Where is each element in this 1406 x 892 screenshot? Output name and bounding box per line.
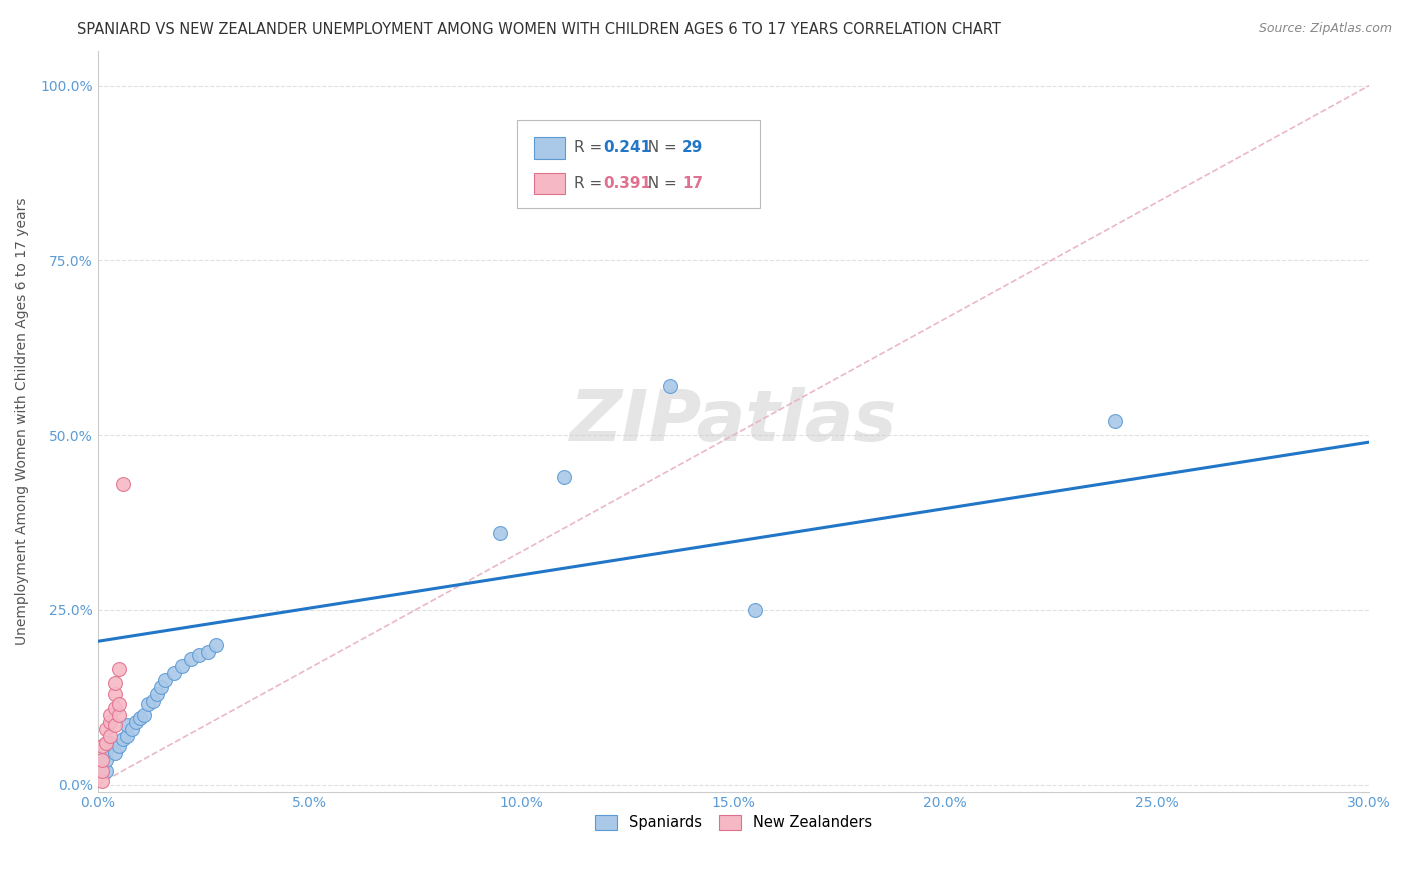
Point bbox=[150, 680, 173, 694]
Text: SPANIARD VS NEW ZEALANDER UNEMPLOYMENT AMONG WOMEN WITH CHILDREN AGES 6 TO 17 YE: SPANIARD VS NEW ZEALANDER UNEMPLOYMENT A… bbox=[77, 22, 1001, 37]
Point bbox=[94, 753, 117, 767]
Point bbox=[103, 746, 125, 760]
Legend: Spaniards, New Zealanders: Spaniards, New Zealanders bbox=[589, 809, 877, 836]
Text: R =: R = bbox=[574, 176, 607, 191]
Text: 29: 29 bbox=[682, 140, 703, 155]
Point bbox=[107, 739, 129, 754]
Point bbox=[1104, 414, 1126, 428]
Point bbox=[117, 718, 139, 732]
Point bbox=[90, 774, 112, 789]
Text: N =: N = bbox=[638, 176, 682, 191]
Point bbox=[117, 729, 139, 743]
Point bbox=[90, 764, 112, 778]
Point bbox=[134, 707, 156, 722]
Point bbox=[121, 722, 143, 736]
Point bbox=[98, 729, 121, 743]
Point bbox=[658, 379, 681, 393]
Point bbox=[188, 648, 211, 663]
Point bbox=[172, 658, 194, 673]
Point bbox=[94, 722, 117, 736]
Point bbox=[489, 526, 512, 541]
Text: N =: N = bbox=[638, 140, 682, 155]
Text: Source: ZipAtlas.com: Source: ZipAtlas.com bbox=[1258, 22, 1392, 36]
Point bbox=[205, 638, 228, 652]
Point bbox=[103, 676, 125, 690]
Point bbox=[163, 665, 186, 680]
Point bbox=[94, 742, 117, 756]
Y-axis label: Unemployment Among Women with Children Ages 6 to 17 years: Unemployment Among Women with Children A… bbox=[15, 197, 30, 645]
Point bbox=[103, 700, 125, 714]
Point bbox=[553, 470, 575, 484]
Point bbox=[107, 662, 129, 676]
Point bbox=[94, 736, 117, 750]
Text: R =: R = bbox=[574, 140, 607, 155]
Point bbox=[138, 698, 160, 712]
Text: 0.391: 0.391 bbox=[603, 176, 651, 191]
Point bbox=[107, 698, 129, 712]
Point bbox=[103, 687, 125, 701]
Point bbox=[112, 477, 135, 491]
Text: 0.241: 0.241 bbox=[603, 140, 651, 155]
Point bbox=[142, 694, 165, 708]
Point bbox=[98, 714, 121, 729]
Point bbox=[744, 603, 766, 617]
Text: ZIPatlas: ZIPatlas bbox=[569, 386, 897, 456]
Point bbox=[103, 718, 125, 732]
Point bbox=[180, 652, 202, 666]
Point bbox=[129, 711, 152, 725]
Point bbox=[146, 687, 169, 701]
Point bbox=[94, 764, 117, 778]
Point bbox=[98, 736, 121, 750]
Point bbox=[90, 753, 112, 767]
Text: 17: 17 bbox=[682, 176, 703, 191]
Point bbox=[197, 645, 219, 659]
Point bbox=[125, 714, 148, 729]
Point bbox=[98, 707, 121, 722]
Point bbox=[90, 739, 112, 754]
Point bbox=[107, 707, 129, 722]
Point bbox=[155, 673, 177, 687]
Point bbox=[112, 732, 135, 747]
